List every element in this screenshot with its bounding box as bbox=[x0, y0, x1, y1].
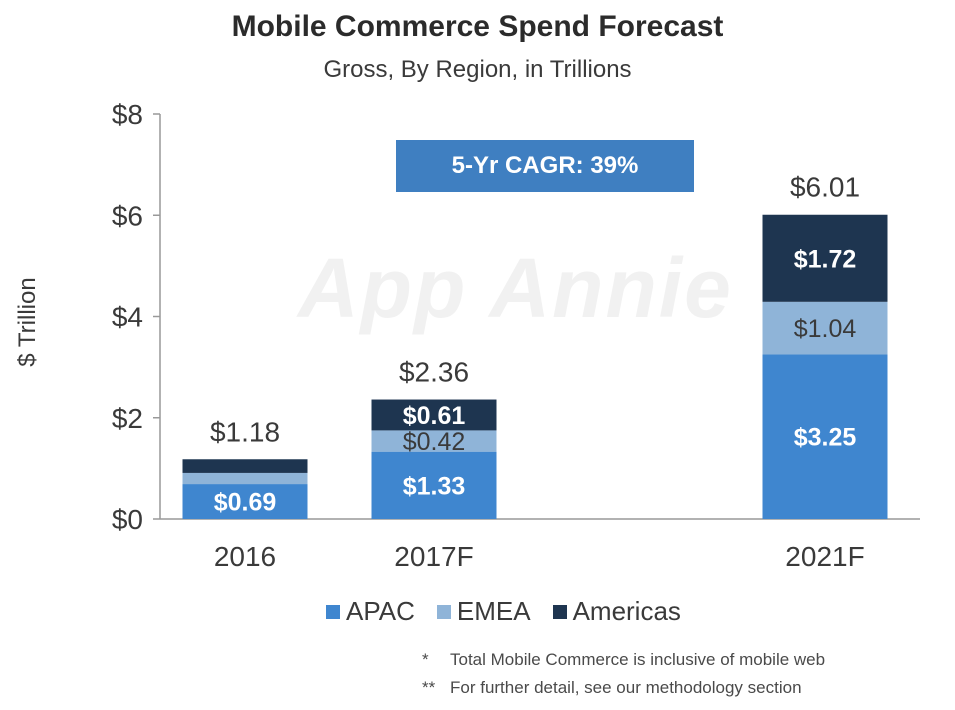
footnote-text: For further detail, see our methodology … bbox=[450, 678, 802, 697]
legend-swatch-apac bbox=[326, 604, 340, 619]
stacked-bar-chart: $0 $2 $4 $6 $8 $0.69 $1.18 2016 $1.33 $0.42$0.61 $… bbox=[112, 99, 920, 572]
data-label-americas: $0.61 bbox=[403, 402, 466, 430]
legend-swatch-emea bbox=[436, 604, 451, 619]
footnote-1: * Total Mobile Commerce is inclusive of m… bbox=[422, 646, 825, 674]
y-tick-label: $2 bbox=[112, 403, 143, 434]
total-label: $1.18 bbox=[210, 416, 280, 447]
bar-segment-emea bbox=[371, 430, 497, 452]
legend-item-americas: Americas bbox=[552, 596, 681, 627]
x-tick-label: 2016 bbox=[214, 541, 276, 572]
cagr-callout: 5-Yr CAGR: 39% bbox=[396, 140, 694, 192]
bar-segment-apac bbox=[371, 451, 497, 519]
legend-item-emea: EMEA bbox=[436, 596, 531, 627]
data-label-emea: $1.04 bbox=[794, 315, 857, 343]
bar-segment-emea bbox=[182, 472, 308, 485]
bar-segment-apac bbox=[182, 484, 308, 519]
y-tick-label: $4 bbox=[112, 302, 143, 333]
legend-label-americas: Americas bbox=[572, 596, 681, 626]
legend-item-apac: APAC bbox=[326, 596, 415, 627]
data-label-apac: $0.69 bbox=[214, 489, 277, 517]
y-tick-label: $0 bbox=[112, 504, 143, 535]
footnote-text: Total Mobile Commerce is inclusive of mo… bbox=[450, 650, 826, 669]
total-label: $6.01 bbox=[790, 172, 860, 203]
legend-swatch-americas bbox=[552, 604, 567, 619]
legend-label-apac: APAC bbox=[346, 596, 415, 626]
data-label-apac: $3.25 bbox=[794, 424, 857, 452]
chart-title: Mobile Commerce Spend Forecast bbox=[231, 10, 724, 43]
data-label-emea: $0.42 bbox=[403, 428, 466, 456]
y-tick-label: $6 bbox=[112, 200, 143, 231]
data-label-americas: $1.72 bbox=[794, 245, 857, 273]
footnote-mark: * bbox=[422, 650, 429, 669]
bar-segment-emea bbox=[762, 301, 888, 355]
watermark: App Annie bbox=[298, 241, 733, 335]
chart-subtitle: Gross, By Region, in Trillions bbox=[323, 56, 632, 83]
bar-segment-americas bbox=[762, 214, 888, 302]
footnote-mark: ** bbox=[422, 678, 436, 697]
bar-segment-apac bbox=[762, 354, 888, 519]
x-tick-label: 2021F bbox=[785, 541, 864, 572]
footnote-2: ** For further detail, see our methodolog… bbox=[422, 674, 825, 702]
legend-label-emea: EMEA bbox=[456, 596, 531, 626]
footnotes: * Total Mobile Commerce is inclusive of m… bbox=[422, 646, 825, 702]
bar-segment-americas bbox=[182, 459, 308, 473]
x-tick-label: 2017F bbox=[394, 541, 473, 572]
bar-segment-americas bbox=[371, 399, 497, 431]
total-label: $2.36 bbox=[399, 357, 469, 388]
legend: APAC EMEA Americas bbox=[326, 596, 703, 627]
data-label-apac: $1.33 bbox=[403, 472, 466, 500]
y-tick-label: $8 bbox=[112, 99, 143, 130]
